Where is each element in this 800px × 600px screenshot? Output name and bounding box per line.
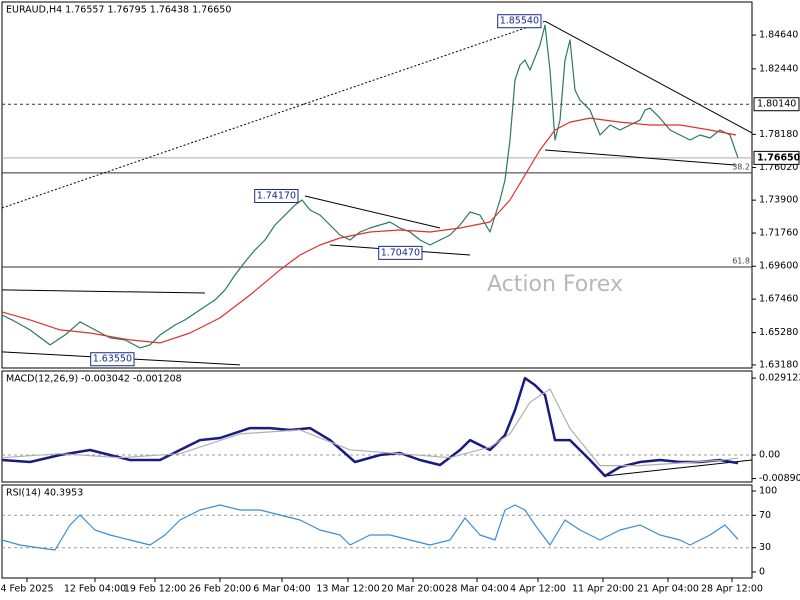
y-tick-label: 0.00 [759, 450, 780, 461]
x-tick-label: 26 Feb 20:00 [189, 584, 251, 595]
y-tick-label: 1.73900 [759, 195, 798, 206]
price-annotation: 1.70470 [381, 247, 420, 258]
series-line [1, 24, 739, 349]
x-tick-label: 21 Apr 04:00 [637, 584, 699, 595]
y-tick-label: 1.69600 [759, 261, 798, 272]
x-tick-label: 4 Feb 2025 [0, 584, 53, 595]
series-line [1, 376, 739, 478]
series-line [1, 504, 739, 551]
y-tick-label: 1.71760 [759, 228, 798, 239]
x-tick-label: 28 Mar 04:00 [445, 584, 508, 595]
series-line [1, 117, 737, 344]
fib-label: 38.2 [732, 162, 750, 171]
y-tick-label: 0 [759, 567, 765, 578]
price-annotation: 1.85540 [500, 16, 539, 27]
price-annotation: 1.74170 [257, 190, 296, 201]
x-tick-label: 6 Mar 04:00 [253, 584, 310, 595]
price-label: 1.76650 [757, 152, 800, 163]
y-tick-label: 1.67460 [759, 294, 798, 305]
y-tick-label: 0.029123 [759, 373, 800, 384]
y-tick-label: 30 [759, 542, 771, 553]
panel-frame [1, 484, 753, 579]
panel-title: EURAUD,H4 1.76557 1.76795 1.76438 1.7665… [6, 5, 231, 16]
y-tick-label: 1.82440 [759, 63, 798, 74]
series-line [1, 388, 739, 467]
annotation-box [378, 245, 423, 260]
trendline [544, 149, 736, 166]
annotation-box [254, 188, 299, 203]
y-tick-label: 1.63180 [759, 359, 798, 370]
y-tick-label: 70 [759, 510, 771, 521]
y-tick-label: 1.84640 [759, 30, 798, 41]
fib-label: 61.8 [732, 257, 750, 266]
x-tick-label: 20 Mar 20:00 [381, 584, 444, 595]
trendline [604, 459, 753, 477]
trendline [304, 195, 441, 229]
watermark: Action Forex [487, 272, 623, 297]
panel-frame [1, 1, 753, 369]
y-tick-label: 1.65280 [759, 327, 798, 338]
annotation-box [90, 352, 135, 367]
x-tick-label: 11 Apr 20:00 [572, 584, 634, 595]
x-tick-label: 12 Feb 04:00 [64, 584, 126, 595]
y-tick-label: 1.76020 [759, 162, 798, 173]
x-tick-label: 4 Apr 12:00 [510, 584, 566, 595]
x-tick-label: 28 Apr 12:00 [701, 584, 763, 595]
x-tick-label: 19 Feb 12:00 [124, 584, 186, 595]
panel-title: MACD(12,26,9) -0.003042 -0.001208 [6, 374, 182, 385]
y-tick-label: 1.78180 [759, 129, 798, 140]
panel-frame [1, 370, 753, 483]
trendline [1, 20, 546, 209]
price-label-box [753, 97, 800, 112]
trendline [544, 20, 753, 134]
panel-title: RSI(14) 40.3953 [6, 488, 83, 499]
annotation-box [497, 14, 542, 29]
trendline [1, 289, 206, 294]
y-tick-label: -0.008901 [759, 473, 800, 484]
price-label-box [753, 150, 800, 165]
y-tick-label: 100 [759, 485, 777, 496]
price-label: 1.80140 [757, 99, 796, 110]
x-tick-label: 13 Mar 12:00 [316, 584, 379, 595]
price-annotation: 1.63550 [93, 354, 132, 365]
